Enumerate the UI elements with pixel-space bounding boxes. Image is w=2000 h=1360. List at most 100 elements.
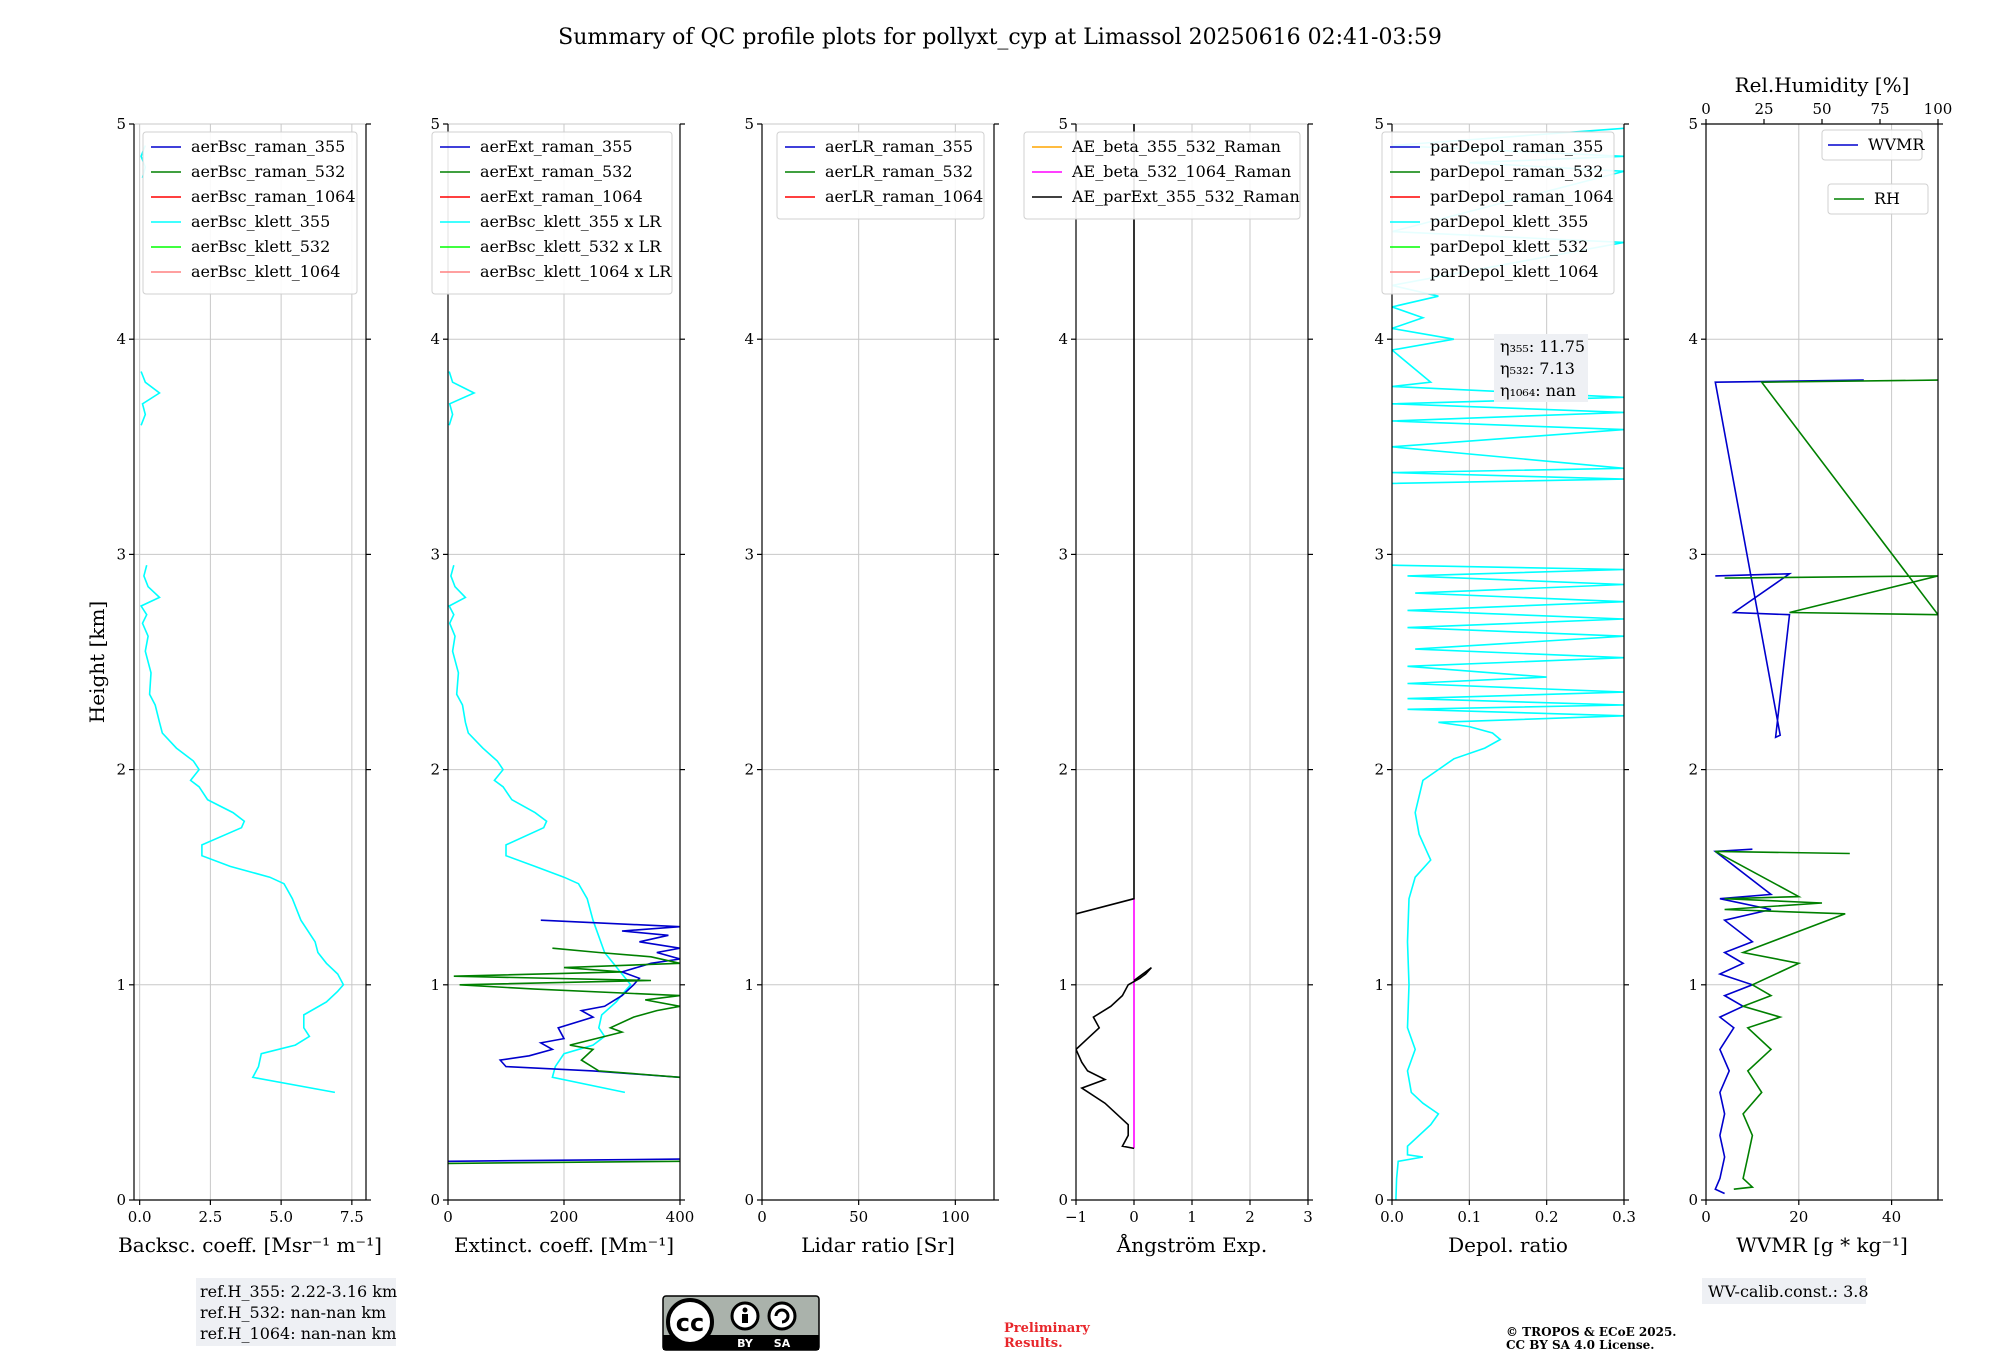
- ext-legend-box: [431, 131, 673, 295]
- copyright-line-2: CC BY SA 4.0 License.: [1506, 1338, 1654, 1352]
- bsc-ytick-label: 3: [116, 545, 126, 563]
- lr-legend-label: aerLR_raman_1064: [825, 187, 983, 206]
- wv-legend-box: [1821, 129, 1923, 161]
- bsc-legend-label: aerBsc_raman_532: [191, 162, 345, 181]
- ext-legend-label: aerExt_raman_532: [480, 162, 633, 181]
- ae-legend-label: AE_parExt_355_532_Raman: [1071, 187, 1300, 206]
- bsc-ytick-label: 2: [116, 761, 126, 779]
- height-axis-label: Height [km]: [85, 601, 109, 723]
- panels-group: 0 1 2 3 4 5 0.0 2.5 5.0 7.5 Backsc. coeff. [Msr⁻¹ …: [116, 73, 1952, 1257]
- ae-ytick-label: 2: [1058, 761, 1068, 779]
- ae-xlabel: Ångström Exp.: [1116, 1232, 1267, 1257]
- ref-height-355: ref.H_355: 2.22-3.16 km: [200, 1282, 397, 1301]
- badge-by-label: BY: [737, 1337, 754, 1350]
- wv-x2tick-label: 50: [1812, 100, 1831, 118]
- depol-annotation-line: η₃₅₅: 11.75: [1500, 337, 1585, 356]
- ext-ytick-label: 1: [430, 976, 440, 994]
- wv-x2tick-label: 75: [1870, 100, 1889, 118]
- cc-license-badge: cc BY SA: [662, 1295, 820, 1351]
- ext-xtick-label: 400: [666, 1208, 695, 1226]
- lr-ytick-label: 1: [744, 976, 754, 994]
- bsc-ytick-label: 5: [116, 115, 126, 133]
- ae-xtick-label: 1: [1187, 1208, 1197, 1226]
- lr-ytick-label: 3: [744, 545, 754, 563]
- panel-depol: 0 1 2 3 4 5 0.0 0.1 0.2 0.3 Depol. ratio parDepol_r…: [1374, 115, 1635, 1257]
- depol-legend-box: [1381, 131, 1615, 295]
- wv-xtick-label: 0: [1701, 1208, 1711, 1226]
- ext-ytick-label: 0: [430, 1191, 440, 1209]
- badge-sa-label: SA: [774, 1337, 791, 1350]
- bsc-xtick-label: 5.0: [269, 1208, 293, 1226]
- sa-share-icon: [767, 1301, 797, 1331]
- wv-xtick-label: 20: [1789, 1208, 1808, 1226]
- series-aerExt_raman_355_main: [498, 919, 680, 1079]
- series-AE_parExt_355_532_Raman_lower: [1076, 966, 1152, 1150]
- series-aerBsc_klett_355 x LR upper: [448, 371, 476, 426]
- wv-x2tick-label: 100: [1924, 100, 1953, 118]
- wv-legend-label: WVMR: [1868, 135, 1925, 154]
- series-AE_parExt_355_532_Raman: [1076, 124, 1135, 915]
- ext-xtick-label: 0: [443, 1208, 453, 1226]
- series-aerExt_raman_355: [448, 1158, 680, 1163]
- lr-xtick-label: 50: [849, 1208, 868, 1226]
- lr-xtick-label: 0: [757, 1208, 767, 1226]
- series-RH_upper: [1724, 379, 1938, 616]
- series-WVMR_upper: [1714, 379, 1864, 739]
- series-aerBsc_klett_355_upper: [140, 371, 161, 426]
- wv-ytick-label: 4: [1688, 330, 1698, 348]
- depol-ytick-label: 1: [1374, 976, 1384, 994]
- depol-xtick-label: 0.1: [1457, 1208, 1481, 1226]
- depol-legend-label: parDepol_klett_1064: [1430, 262, 1599, 281]
- lr-legend-label: aerLR_raman_532: [825, 162, 973, 181]
- depol-xtick-label: 0.2: [1535, 1208, 1559, 1226]
- ext-series-group: [448, 371, 680, 1165]
- ext-legend-label: aerBsc_klett_355 x LR: [480, 212, 662, 231]
- wv-ytick-label: 2: [1688, 761, 1698, 779]
- depol-annotation-line: η₅₃₂: 7.13: [1500, 359, 1575, 378]
- depol-ytick-label: 0: [1374, 1191, 1384, 1209]
- depol-ytick-label: 4: [1374, 330, 1384, 348]
- preliminary-line-1: Preliminary: [1004, 1321, 1090, 1336]
- depol-ytick-label: 5: [1374, 115, 1384, 133]
- wv-calib-box: WV-calib.const.: 3.8: [1702, 1278, 1869, 1304]
- ae-ytick-label: 0: [1058, 1191, 1068, 1209]
- wv-xlabel: WVMR [g * kg⁻¹]: [1736, 1233, 1908, 1257]
- ext-ytick-label: 5: [430, 115, 440, 133]
- wv-xtick-label: 40: [1882, 1208, 1901, 1226]
- bsc-legend-label: aerBsc_raman_355: [191, 137, 345, 156]
- series-aerExt_raman_532: [448, 1160, 680, 1165]
- ext-xtick-label: 200: [550, 1208, 579, 1226]
- ref-heights-box: ref.H_355: 2.22-3.16 km ref.H_532: nan-n…: [196, 1278, 397, 1346]
- depol-annotation-line: η₁₀₆₄: nan: [1500, 381, 1576, 400]
- wv-calib-text: WV-calib.const.: 3.8: [1708, 1282, 1869, 1301]
- ae-legend-label: AE_beta_355_532_Raman: [1071, 137, 1281, 156]
- ae-legend-label: AE_beta_532_1064_Raman: [1071, 162, 1291, 181]
- bsc-xtick-label: 2.5: [198, 1208, 222, 1226]
- lr-legend-label: aerLR_raman_355: [825, 137, 973, 156]
- series-RH: [1714, 850, 1850, 1190]
- ref-height-532: ref.H_532: nan-nan km: [200, 1303, 386, 1322]
- panel-bsc: 0 1 2 3 4 5 0.0 2.5 5.0 7.5 Backsc. coeff. [Msr⁻¹ …: [116, 115, 381, 1257]
- ext-ytick-label: 4: [430, 330, 440, 348]
- ae-series-group: [1076, 124, 1152, 1150]
- depol-legend-label: parDepol_raman_355: [1430, 137, 1603, 156]
- lr-xtick-label: 100: [941, 1208, 970, 1226]
- depol-legend-label: parDepol_raman_532: [1430, 162, 1603, 181]
- preliminary-line-2: Results.: [1004, 1336, 1063, 1351]
- series-parDepol_klett_355: [1392, 564, 1624, 1200]
- bsc-ytick-label: 1: [116, 976, 126, 994]
- svg-text:cc: cc: [676, 1309, 704, 1337]
- series-aerBsc_klett_355 x LR: [448, 564, 632, 1094]
- bsc-legend-label: aerBsc_klett_532: [191, 237, 330, 256]
- lr-xlabel: Lidar ratio [Sr]: [801, 1233, 955, 1257]
- ae-ytick-label: 5: [1058, 115, 1068, 133]
- ext-legend-label: aerBsc_klett_1064 x LR: [480, 262, 672, 281]
- wv-x2tick-label: 0: [1701, 100, 1711, 118]
- wv-x2label: Rel.Humidity [%]: [1735, 73, 1910, 97]
- copyright-line-1: © TROPOS & ECoE 2025.: [1506, 1325, 1676, 1339]
- lr-ytick-label: 2: [744, 761, 754, 779]
- depol-ytick-label: 3: [1374, 545, 1384, 563]
- wv-x2tick-label: 25: [1754, 100, 1773, 118]
